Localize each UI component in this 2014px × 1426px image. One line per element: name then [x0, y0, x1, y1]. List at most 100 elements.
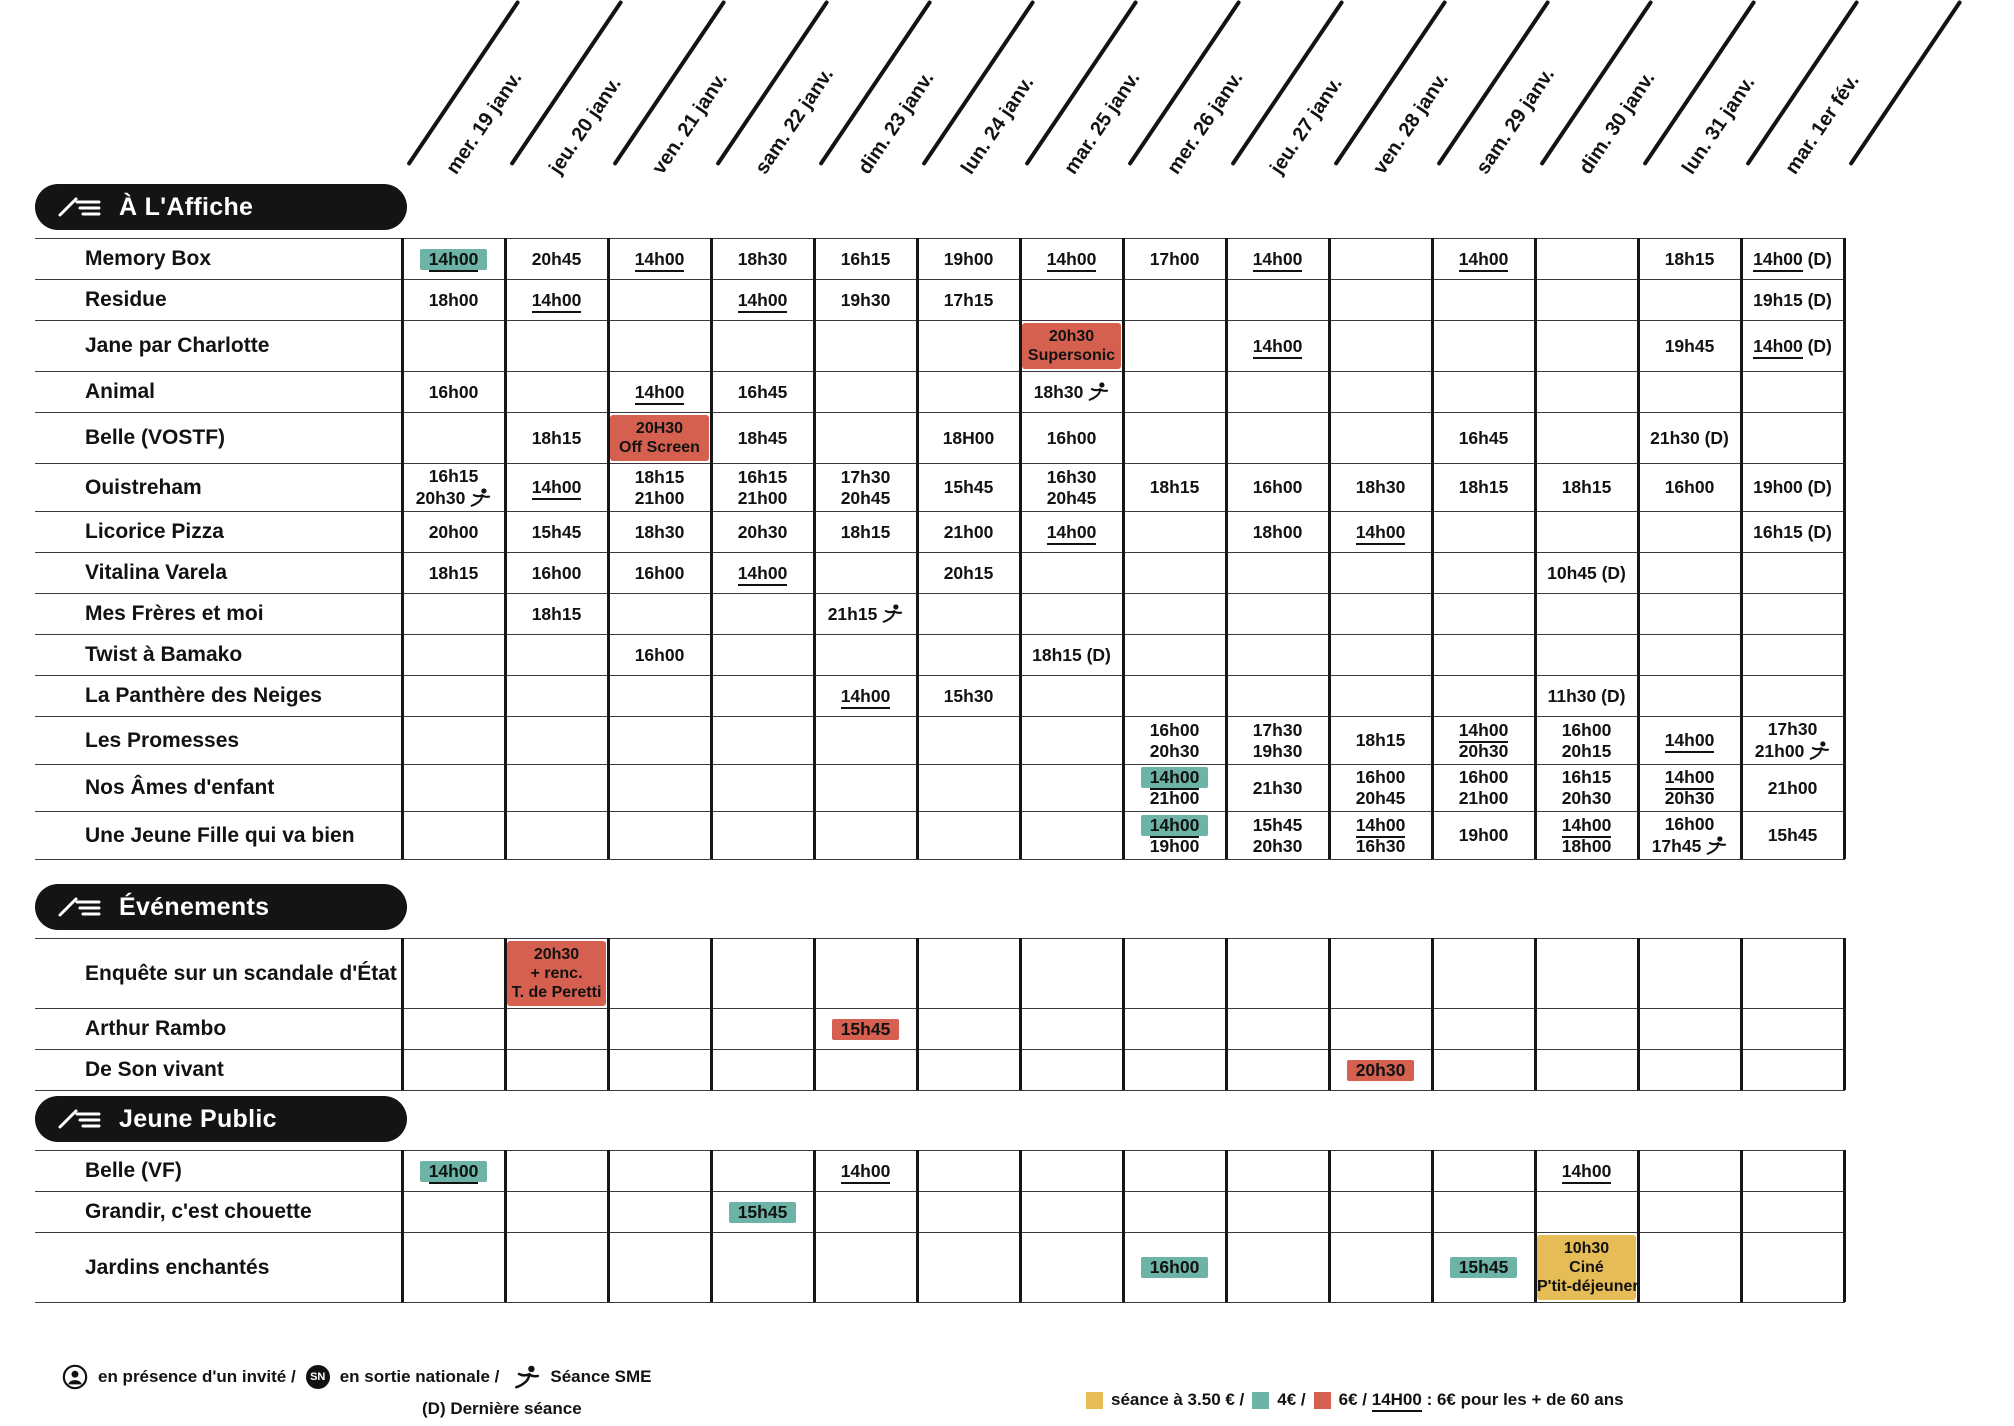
schedule-cell: 16h15 20h30 — [402, 464, 505, 511]
price-chip: 14h00 — [1140, 767, 1209, 790]
price-legend: séance à 3.50 € / 4€ / 6€ / 14H00 : 6€ p… — [1086, 1390, 1624, 1412]
price-chip: 15h45 — [831, 1018, 900, 1040]
schedule-cell: 18h00 — [402, 288, 505, 313]
sme-icon — [515, 1365, 540, 1389]
section: Événements Enquête sur un scandale d'État… — [35, 884, 1846, 1091]
showtime: 14h00 — [1020, 521, 1123, 545]
column-divider — [1018, 1150, 1022, 1302]
showtime: 16h00 — [1355, 767, 1406, 787]
showtime: 18h15 — [1355, 730, 1406, 750]
section-title: Événements — [119, 892, 270, 921]
showtime: 14h00 — [1226, 248, 1329, 272]
showtime: 18h15 — [428, 562, 479, 583]
schedule-cell: 19h00 — [917, 247, 1020, 272]
section-header: Événements — [35, 884, 407, 930]
showtime: 10h45 (D) — [1547, 562, 1626, 583]
sme-icon — [882, 604, 903, 623]
column-divider — [606, 238, 610, 859]
schedule-cell: 14h00 18h00 — [1535, 813, 1638, 859]
schedule-cell: 14h00 (D) — [1741, 334, 1844, 359]
column-divider — [1224, 938, 1228, 1090]
schedule-cell: 18h15 — [402, 561, 505, 586]
showtime: 14h00 — [1329, 814, 1432, 838]
showtime: 15h45 — [1252, 814, 1303, 835]
legend-last-seance: (D) Dernière séance — [422, 1399, 582, 1418]
showtime: 20h45 — [1355, 788, 1406, 808]
schedule-row: Enquête sur un scandale d'État 20h30 + ren… — [35, 938, 1845, 1008]
schedule-cell: 18h15 — [1432, 475, 1535, 500]
schedule-cell: 19h30 — [814, 288, 917, 313]
guest-icon — [62, 1364, 88, 1390]
column-divider — [915, 1150, 919, 1302]
showtime: 16h15 — [428, 466, 479, 486]
column-divider — [503, 238, 507, 859]
showtime: 16h00 — [531, 562, 582, 583]
showtime: 11h30 (D) — [1547, 685, 1626, 706]
showtime: + renc. — [530, 965, 583, 982]
showtime: 20h30 — [1048, 328, 1095, 345]
schedule-cell: 21h00 — [1741, 776, 1844, 801]
schedule-cell: 14h00 — [608, 247, 711, 272]
schedule-cell: 18h15 — [1329, 728, 1432, 753]
schedule-cell: 17h15 — [917, 288, 1020, 313]
schedule-row: Ouistreham 16h15 20h30 14h00 18h15 21h00 16h15… — [35, 463, 1845, 511]
showtime: 17h00 — [1149, 248, 1200, 269]
price-chip: 20h30 Supersonic — [1022, 323, 1121, 369]
schedule-cell: 16h00 20h15 — [1535, 718, 1638, 764]
schedule-cell: 17h30 20h45 — [814, 465, 917, 511]
schedule-cell: 16h30 20h45 — [1020, 465, 1123, 511]
schedule-cell: 18h15 21h00 — [608, 465, 711, 511]
showtime: 18h00 — [1252, 521, 1303, 542]
section-header: À L'Affiche — [35, 184, 407, 230]
schedule-cell: 14h00 — [505, 288, 608, 313]
showtime: 21h00 — [1741, 740, 1844, 762]
showtime: 16h15 — [1561, 767, 1612, 787]
showtime: 20h45 — [531, 248, 582, 269]
schedule-cell: 14h00 — [814, 1159, 917, 1184]
showtime: 14h00 — [608, 381, 711, 405]
price-chip: 14h00 — [419, 1160, 488, 1184]
schedule-row: Animal 16h00 14h00 16h45 18h30 — [35, 371, 1845, 412]
showtime: 16h00 — [428, 381, 479, 402]
column-divider — [1327, 938, 1331, 1090]
movie-title: Jane par Charlotte — [85, 334, 270, 357]
movie-title: La Panthère des Neiges — [85, 684, 322, 707]
showtime: P'tit-déjeuner — [1537, 1278, 1639, 1295]
schedule-cell: 16h00 20h30 — [1123, 718, 1226, 764]
schedule-cell: 18h15 — [505, 602, 608, 627]
price-chip: 10h30 Ciné P'tit-déjeuner — [1537, 1235, 1639, 1300]
showtime: 18h15 — [634, 466, 685, 487]
column-divider — [1739, 1150, 1743, 1302]
showtime: 17h30 — [1767, 719, 1818, 739]
schedule-cell: 19h45 — [1638, 334, 1741, 359]
column-divider — [1018, 238, 1022, 859]
schedule-cell: 21h30 (D) — [1638, 426, 1741, 451]
schedule-cell: 16h15 — [814, 247, 917, 272]
schedule-row: De Son vivant 20h30 — [35, 1049, 1845, 1090]
schedule-cell: 14h00 — [402, 247, 505, 272]
sme-icon — [1809, 741, 1830, 760]
schedule-cell: 15h45 — [711, 1200, 814, 1225]
showtime: 14h00 — [1123, 767, 1226, 790]
schedule-cell: 18h15 — [1535, 475, 1638, 500]
showtime: 14h00 — [1432, 719, 1535, 743]
schedule-cell: 14h00 — [1638, 728, 1741, 753]
price-chip: 20h30 — [1346, 1059, 1415, 1081]
showtime: 14h00 — [1432, 248, 1535, 272]
schedule-cell: 14h00 20h30 — [1638, 765, 1741, 811]
schedule-cell: 20h30 + renc. T. de Peretti — [505, 939, 608, 1008]
section-rows: Belle (VF) 14h00 14h00 14h00 Grandir, c'est … — [35, 1150, 1846, 1303]
schedule-cell: 16h15 20h30 — [1535, 765, 1638, 811]
schedule-cell: 18h45 — [711, 426, 814, 451]
schedule-cell: 17h00 — [1123, 247, 1226, 272]
showtime: 14h00 — [1535, 814, 1638, 838]
showtime: 17h15 — [943, 289, 994, 310]
date-label: sam. 22 janv. — [751, 63, 839, 179]
showtime: 21h00 — [1767, 777, 1818, 798]
schedule-cell: 21h15 — [814, 601, 917, 627]
showtime: 15h45 — [943, 477, 994, 497]
price-chip: 15h45 — [728, 1201, 797, 1223]
schedule-cell: 18h30 — [711, 247, 814, 272]
column-divider — [1121, 1150, 1125, 1302]
